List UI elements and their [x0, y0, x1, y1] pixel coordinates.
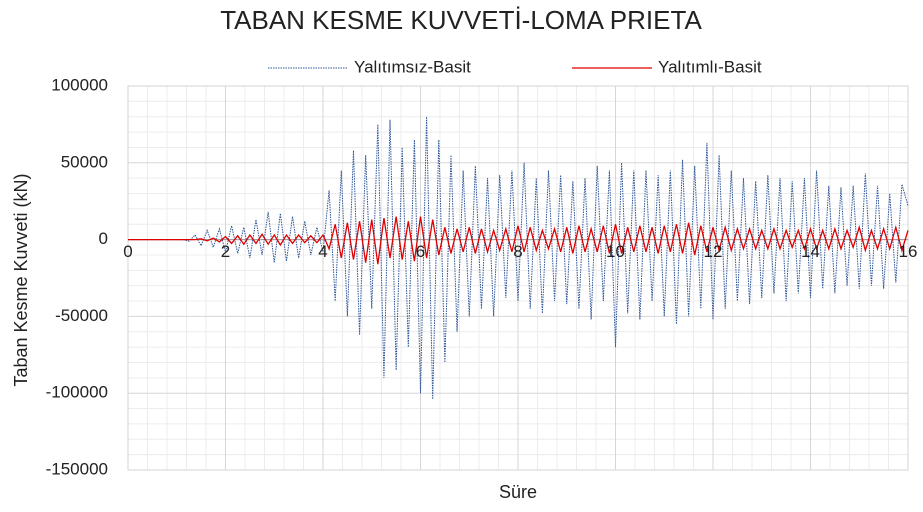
- y-tick-label: -100000: [46, 383, 108, 402]
- x-tick-label: 4: [318, 242, 327, 261]
- x-tick-label: 8: [513, 242, 522, 261]
- legend-label: Yalıtımsız-Basit: [354, 57, 471, 76]
- y-axis-label: Taban Kesme Kuvveti (kN): [11, 173, 31, 386]
- chart-title: TABAN KESME KUVVETİ-LOMA PRIETA: [220, 5, 702, 35]
- x-tick-label: 16: [899, 242, 918, 261]
- x-tick-label: 10: [606, 242, 625, 261]
- plot-border: [127, 85, 909, 471]
- x-tick-label: 14: [801, 242, 820, 261]
- y-tick-label: 100000: [51, 75, 108, 94]
- x-axis-label: Süre: [499, 482, 537, 502]
- x-tick-label: 6: [416, 242, 425, 261]
- y-tick-label: -50000: [55, 306, 108, 325]
- series-line: [128, 116, 909, 400]
- x-tick-label: 12: [704, 242, 723, 261]
- legend-label: Yalıtımlı-Basit: [658, 57, 762, 76]
- series-line: [128, 216, 909, 265]
- y-tick-label: -150000: [46, 459, 108, 478]
- y-tick-label: 0: [99, 229, 108, 248]
- y-tick-label: 50000: [61, 152, 108, 171]
- x-tick-label: 2: [221, 242, 230, 261]
- x-tick-label: 0: [123, 242, 132, 261]
